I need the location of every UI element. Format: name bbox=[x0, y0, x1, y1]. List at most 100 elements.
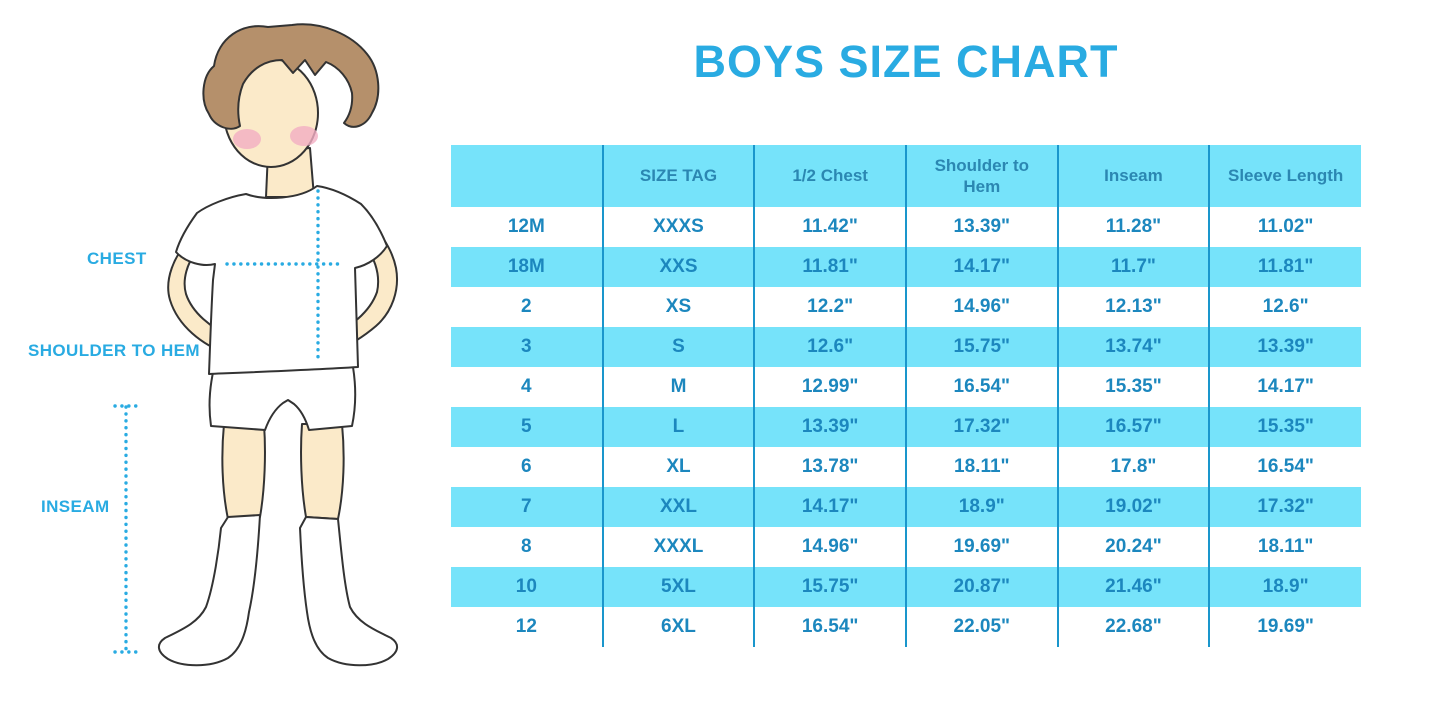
table-cell: 4 bbox=[521, 376, 532, 397]
table-cell: 8 bbox=[521, 536, 532, 557]
left-leg bbox=[221, 423, 266, 520]
table-cell: 12.13" bbox=[1056, 287, 1210, 327]
table-cell: 11.28" bbox=[1056, 207, 1210, 247]
table-cell: 18.11" bbox=[904, 447, 1058, 487]
table-cell: 15.35" bbox=[1056, 367, 1210, 407]
table-row: 2 XS 12.2" 14.96" 12.13" 12.6" bbox=[451, 287, 1361, 327]
table-row: 7 XXL 14.17" 18.9" 19.02" 17.32" bbox=[451, 487, 1361, 527]
table-cell: 18.9" bbox=[904, 487, 1058, 527]
table-row: 3 S 12.6" 15.75" 13.74" 13.39" bbox=[451, 327, 1361, 367]
table-cell: 22.05" bbox=[904, 607, 1058, 647]
left-blush bbox=[233, 129, 261, 149]
header-cell-size bbox=[451, 145, 603, 207]
table-cell: 12.6" bbox=[1208, 287, 1361, 327]
header-row: SIZE TAG 1/2 Chest Shoulder to Hem Insea… bbox=[451, 145, 1361, 207]
table-cell: 12.99" bbox=[753, 367, 906, 407]
table-cell: 14.96" bbox=[904, 287, 1058, 327]
table-cell: 19.02" bbox=[1056, 487, 1210, 527]
table-cell: 12 bbox=[515, 616, 537, 637]
t-shirt bbox=[175, 185, 388, 375]
table-cell: XXXS bbox=[601, 207, 755, 247]
table-cell: 15.75" bbox=[753, 567, 906, 607]
table-cell: 13.39" bbox=[1208, 327, 1361, 367]
table-row: 10 5XL 15.75" 20.87" 21.46" 18.9" bbox=[451, 567, 1361, 607]
table-cell: 13.74" bbox=[1056, 327, 1210, 367]
table-row: 4 M 12.99" 16.54" 15.35" 14.17" bbox=[451, 367, 1361, 407]
table-cell: L bbox=[601, 407, 755, 447]
table-cell: 16.54" bbox=[753, 607, 906, 647]
table-row: 12M XXXS 11.42" 13.39" 11.28" 11.02" bbox=[451, 207, 1361, 247]
table-cell: 19.69" bbox=[904, 527, 1058, 567]
table-cell: 17.32" bbox=[1208, 487, 1361, 527]
table-cell: 11.42" bbox=[753, 207, 906, 247]
table-cell: 13.39" bbox=[904, 207, 1058, 247]
table-row: 8 XXXL 14.96" 19.69" 20.24" 18.11" bbox=[451, 527, 1361, 567]
table-cell: 12.2" bbox=[753, 287, 906, 327]
table-cell: 14.96" bbox=[753, 527, 906, 567]
table-cell: 11.81" bbox=[1208, 247, 1361, 287]
table-cell: 6 bbox=[521, 456, 532, 477]
table-cell: 11.02" bbox=[1208, 207, 1361, 247]
right-sock bbox=[299, 516, 398, 667]
table-cell: 18M bbox=[507, 256, 545, 277]
table-cell: 15.75" bbox=[904, 327, 1058, 367]
table-cell: S bbox=[601, 327, 755, 367]
table-cell: 5 bbox=[521, 416, 532, 437]
page-title: BOYS SIZE CHART bbox=[693, 36, 1119, 87]
table-row: 12 6XL 16.54" 22.05" 22.68" 19.69" bbox=[451, 607, 1361, 647]
table-cell: 15.35" bbox=[1208, 407, 1361, 447]
table-cell: 2 bbox=[521, 296, 532, 317]
table-cell: 18.9" bbox=[1208, 567, 1361, 607]
inseam-label: INSEAM bbox=[41, 497, 110, 516]
table-cell: 13.78" bbox=[753, 447, 906, 487]
left-sock bbox=[158, 514, 261, 667]
table-cell: 21.46" bbox=[1056, 567, 1210, 607]
shoulder-to-hem-label: SHOULDER TO HEM bbox=[28, 341, 200, 360]
table-row: 18M XXS 11.81" 14.17" 11.7" 11.81" bbox=[451, 247, 1361, 287]
table-row: 6 XL 13.78" 18.11" 17.8" 16.54" bbox=[451, 447, 1361, 487]
table-cell: 6XL bbox=[601, 607, 755, 647]
table-cell: 5XL bbox=[601, 567, 755, 607]
table-cell: 14.17" bbox=[753, 487, 906, 527]
header-cell-size-tag: SIZE TAG bbox=[601, 145, 755, 207]
table-cell: 20.24" bbox=[1056, 527, 1210, 567]
shorts bbox=[208, 366, 357, 431]
table-cell: 11.7" bbox=[1056, 247, 1210, 287]
right-blush bbox=[290, 126, 318, 146]
table-cell: 16.54" bbox=[904, 367, 1058, 407]
table-cell: 17.32" bbox=[904, 407, 1058, 447]
table-cell: 22.68" bbox=[1056, 607, 1210, 647]
table-cell: 11.81" bbox=[753, 247, 906, 287]
table-cell: 10 bbox=[515, 576, 537, 597]
table-cell: 12M bbox=[507, 216, 545, 237]
table-cell: 19.69" bbox=[1208, 607, 1361, 647]
table-cell: XXS bbox=[601, 247, 755, 287]
header-cell-half-chest: 1/2 Chest bbox=[753, 145, 906, 207]
chest-label: CHEST bbox=[87, 249, 147, 268]
table-cell: 14.17" bbox=[904, 247, 1058, 287]
table-row: 5 L 13.39" 17.32" 16.57" 15.35" bbox=[451, 407, 1361, 447]
table-cell: XXL bbox=[601, 487, 755, 527]
table-cell: 13.39" bbox=[753, 407, 906, 447]
hair bbox=[202, 23, 380, 130]
table-cell: XS bbox=[601, 287, 755, 327]
header-cell-inseam: Inseam bbox=[1056, 145, 1210, 207]
table-cell: 18.11" bbox=[1208, 527, 1361, 567]
table-cell: 17.8" bbox=[1056, 447, 1210, 487]
table-cell: 16.54" bbox=[1208, 447, 1361, 487]
table-cell: 20.87" bbox=[904, 567, 1058, 607]
header-cell-shoulder-to-hem: Shoulder to Hem bbox=[904, 145, 1058, 207]
table-cell: 14.17" bbox=[1208, 367, 1361, 407]
table-cell: XL bbox=[601, 447, 755, 487]
table-cell: 16.57" bbox=[1056, 407, 1210, 447]
size-table: SIZE TAG 1/2 Chest Shoulder to Hem Insea… bbox=[451, 145, 1361, 647]
boy-illustration bbox=[113, 23, 398, 667]
header-cell-sleeve-length: Sleeve Length bbox=[1208, 145, 1361, 207]
table-cell: XXXL bbox=[601, 527, 755, 567]
table-cell: 12.6" bbox=[753, 327, 906, 367]
table-cell: 7 bbox=[521, 496, 532, 517]
table-cell: M bbox=[601, 367, 755, 407]
table-cell: 3 bbox=[521, 336, 532, 357]
right-leg bbox=[300, 423, 345, 520]
